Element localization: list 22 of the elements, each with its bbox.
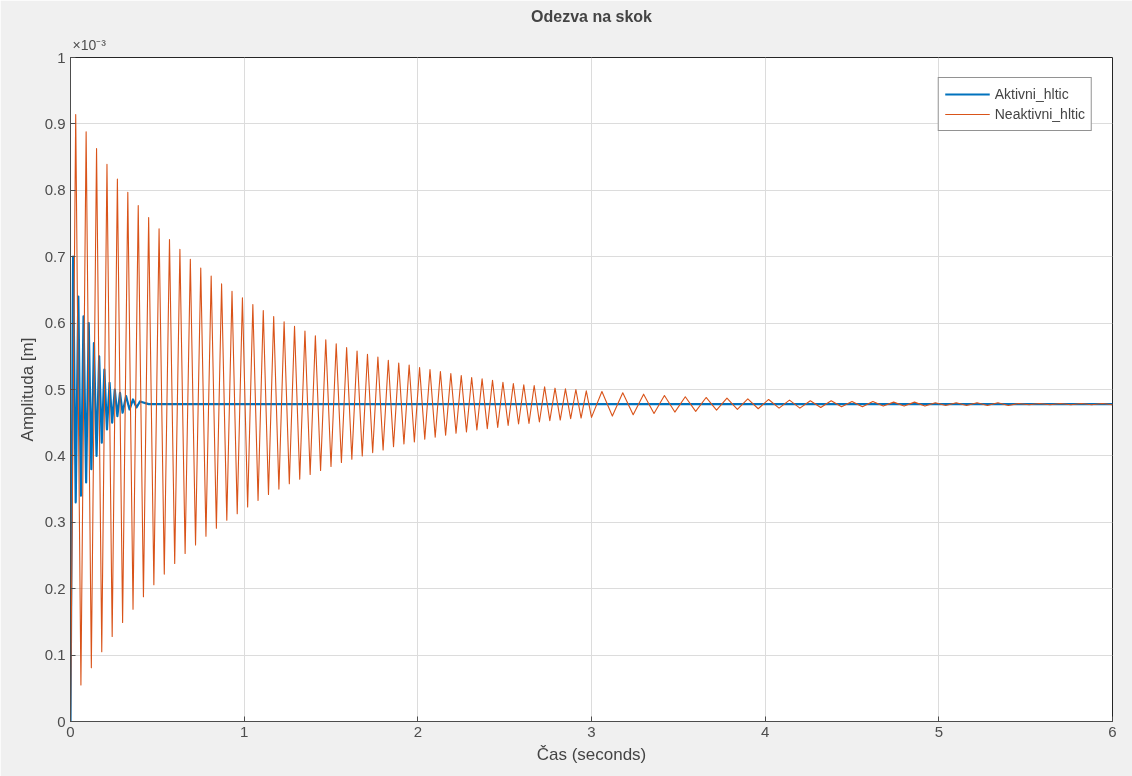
y-tick-label: 0.2 [44,579,66,597]
y-tick-label: 1 [57,48,66,66]
x-tick-label: 3 [587,722,596,740]
y-tick-label: 0.6 [44,314,66,332]
y-axis-title: Amplituda [m] [17,337,37,442]
x-tick-label: 6 [1108,722,1117,740]
y-tick-label: 0.7 [44,247,66,265]
y-tick-label: 0.1 [44,646,66,664]
y-tick-label: 0.3 [44,513,66,531]
x-tick-label: 5 [934,722,944,740]
x-axis-title: Čas (seconds) [536,744,647,764]
legend-label: Aktivni_hltic [994,86,1069,102]
x-tick-label: 4 [761,722,770,740]
chart-title: Odezva na skok [531,7,653,25]
y-tick-label: 0.4 [44,446,66,464]
text: ×10⁻³ [72,36,107,53]
legend-label: Neaktivni_hltic [994,106,1085,122]
x-tick-label: 1 [240,722,249,740]
y-tick-label: 0.9 [44,114,66,132]
y-tick-label: 0.8 [44,181,66,199]
x-tick-label: 2 [413,722,423,740]
y-tick-label: 0.5 [44,380,66,398]
